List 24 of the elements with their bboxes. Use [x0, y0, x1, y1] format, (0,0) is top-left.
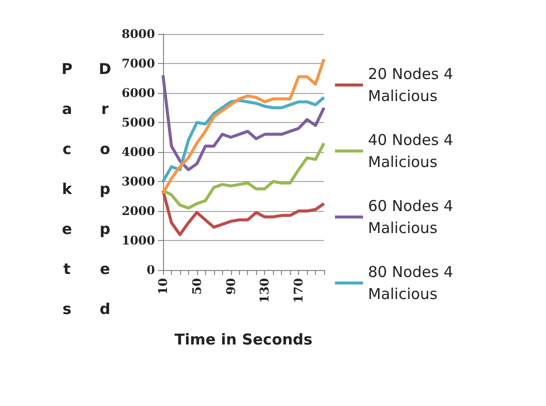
legend-label: 20 Nodes 4 Malicious: [368, 65, 454, 105]
x-tick-label: 90: [224, 278, 238, 295]
legend-label: 40 Nodes 4 Malicious: [368, 131, 454, 171]
y-tick-label: 7000: [122, 56, 155, 70]
x-axis-title: Time in Seconds: [174, 330, 313, 348]
y-tick-label: 4000: [122, 145, 155, 159]
legend-label: 80 Nodes 4 Malicious: [368, 263, 454, 303]
x-tick-label: 10: [156, 278, 170, 295]
line-series: [162, 58, 326, 195]
y-tick-label: 0: [146, 263, 155, 277]
line-series: [162, 96, 326, 183]
y-tick-label: 2000: [122, 204, 155, 218]
y-tick-label: 3000: [122, 174, 155, 188]
y-tick-label: 8000: [122, 27, 155, 41]
y-tick-label: 1000: [122, 234, 155, 248]
legend-label: 60 Nodes 4 Malicious: [368, 197, 454, 237]
x-tick-label: 50: [190, 278, 204, 295]
y-tick-label: 5000: [122, 116, 155, 130]
line-series: [162, 188, 326, 236]
x-tick-label: 130: [258, 278, 272, 304]
x-tick-label: 170: [292, 278, 306, 304]
y-tick-label: 6000: [122, 86, 155, 100]
line-series: [162, 74, 326, 172]
text: Packets Dropped: [58, 60, 114, 340]
